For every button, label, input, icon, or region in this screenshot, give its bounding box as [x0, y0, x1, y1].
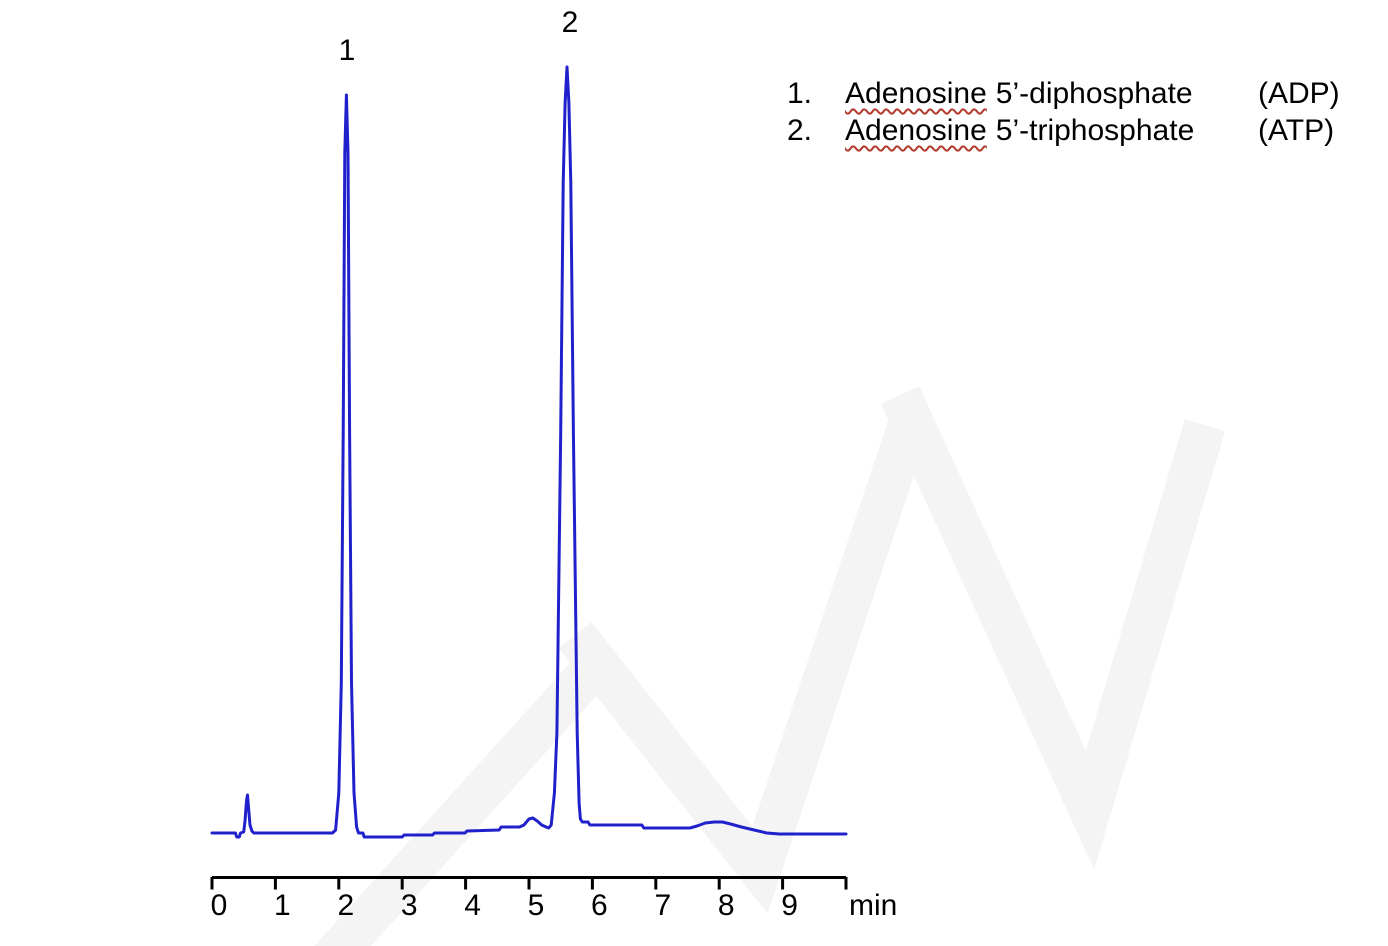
legend-compound-name: Adenosine 5’-diphosphate: [845, 76, 1258, 112]
x-axis-line: [210, 876, 848, 890]
legend-item-number: 2.: [787, 114, 813, 147]
legend-item-atp: 2. Adenosine 5’-triphosphate (ATP): [787, 113, 1340, 150]
legend-item-adp: 1. Adenosine 5’-diphosphate (ADP): [787, 76, 1340, 113]
legend-word-underlined: Adenosine: [845, 77, 987, 110]
peak-label-1: 1: [338, 34, 356, 67]
legend-word-rest: 5’-triphosphate: [995, 114, 1195, 147]
x-tick-label: 2: [337, 889, 355, 922]
chromatogram-trace: [210, 65, 848, 839]
x-tick-label: 8: [717, 889, 735, 922]
x-tick-label: 3: [400, 889, 418, 922]
legend-abbreviation: (ADP): [1258, 77, 1340, 110]
x-tick-label: 9: [781, 889, 798, 922]
legend-item-number: 1.: [787, 77, 813, 110]
legend-word-rest: 5’-diphosphate: [995, 77, 1193, 110]
x-tick-label: 7: [654, 889, 672, 922]
x-axis-unit-label: min: [849, 889, 898, 922]
peak-label-2: 2: [561, 6, 579, 39]
legend-compound-name: Adenosine 5’-triphosphate: [845, 113, 1258, 149]
x-tick-label: 0: [210, 889, 228, 922]
x-tick-label: 4: [464, 889, 481, 922]
legend-word-underlined: Adenosine: [845, 114, 987, 147]
x-tick-label: 5: [527, 889, 545, 922]
peak-legend: 1. Adenosine 5’-diphosphate (ADP) 2. Aden…: [787, 76, 1340, 150]
legend-abbreviation: (ATP): [1258, 114, 1335, 147]
watermark-graphic: [314, 386, 1226, 946]
x-tick-label: 6: [591, 889, 608, 922]
x-tick-label: 1: [274, 889, 291, 922]
